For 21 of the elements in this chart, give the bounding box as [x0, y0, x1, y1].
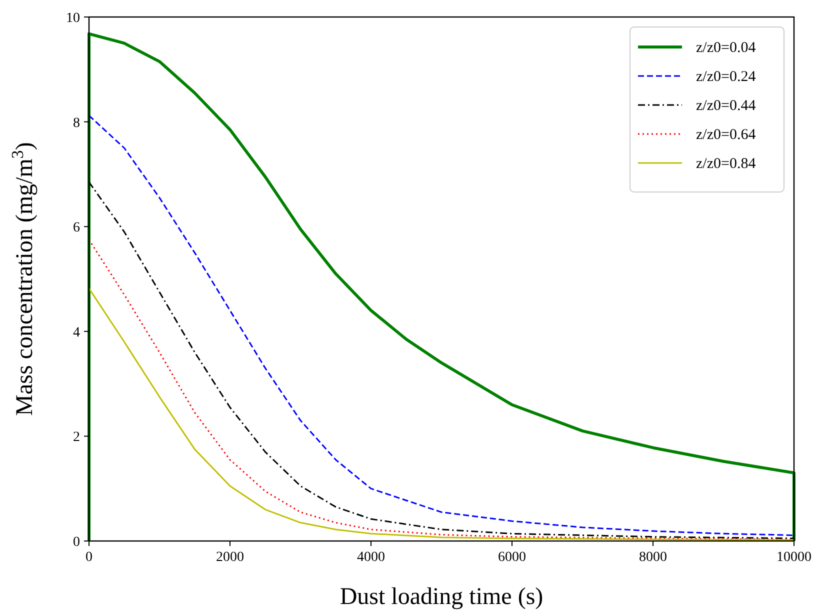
legend-label: z/z0=0.24 — [696, 69, 756, 85]
y-tick-label: 10 — [66, 11, 80, 26]
x-tick-label: 8000 — [639, 550, 667, 565]
y-tick-label: 6 — [73, 220, 80, 236]
x-axis-title: Dust loading time (s) — [340, 584, 544, 610]
legend-label: z/z0=0.64 — [696, 127, 756, 143]
line-series — [88, 114, 795, 536]
y-tick-label: 0 — [73, 535, 80, 550]
legend-label: z/z0=0.44 — [696, 98, 756, 114]
y-tick-label: 8 — [73, 116, 80, 131]
y-tick-label: 2 — [73, 430, 80, 446]
x-tick-label: 2000 — [216, 550, 244, 565]
legend-label: z/z0=0.84 — [696, 156, 756, 172]
legend-label: z/z0=0.04 — [696, 40, 756, 56]
line-series — [88, 32, 796, 542]
x-tick-label: 0 — [86, 550, 92, 565]
x-tick-label: 6000 — [498, 550, 526, 565]
x-tick-label: 10000 — [776, 550, 812, 565]
line-series — [88, 288, 795, 541]
x-tick-label: 4000 — [357, 550, 385, 565]
y-tick-label: 4 — [73, 325, 80, 340]
